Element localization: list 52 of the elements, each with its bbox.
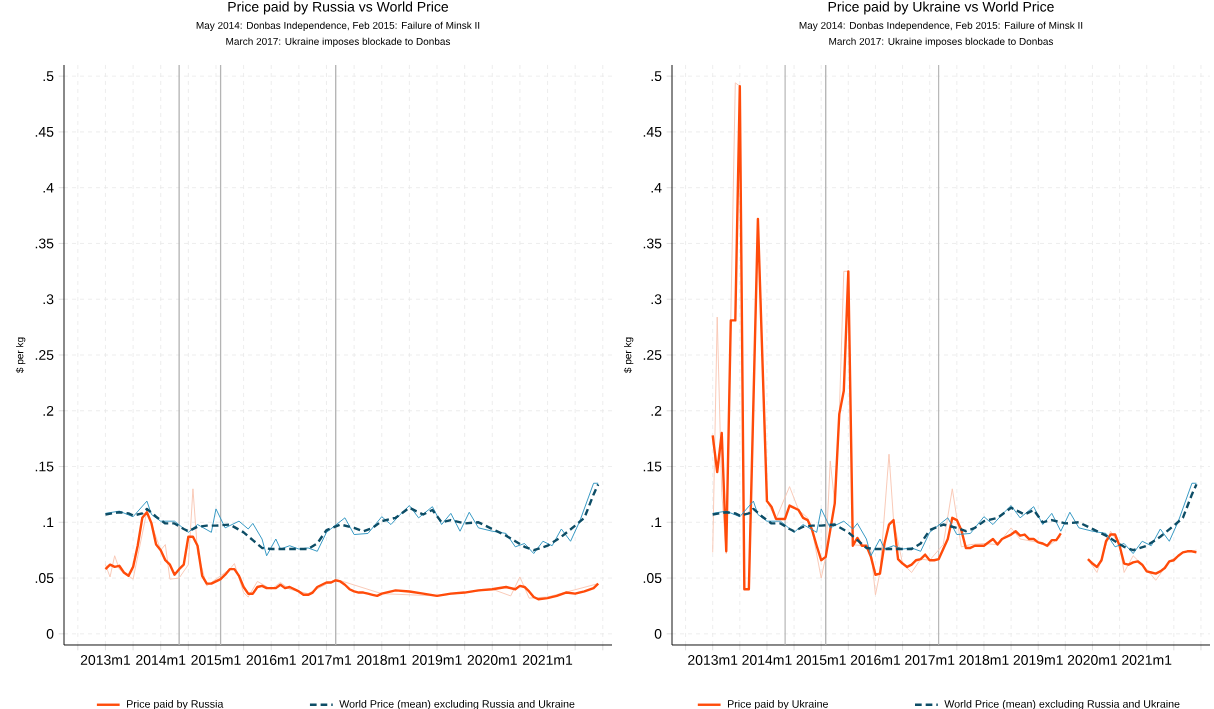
x-tick-label: 2016m1 [246,655,296,665]
y-tick-label: .35 [35,238,54,249]
text: March 2017: Ukraine imposes blockade to Donbas [226,37,451,47]
y-tick-label: .45 [35,127,54,137]
y-tick-label: .15 [643,461,662,472]
x-tick-label: 2014m1 [742,655,792,665]
x-tick-label: 2020m1 [1067,655,1118,665]
legend-label: World Price (mean) excluding Russia and Ukraine [944,699,1180,709]
chart-subtitle: May 2014: Donbas Independence, Feb 2015: Failure of Minsk II [799,21,1083,31]
x-tick-label: 2021m1 [1122,655,1172,665]
x-tick-label: 2013m1 [80,655,131,665]
x-tick-label: 2019m1 [1013,655,1063,665]
y-axis-title: $ per kg [623,337,634,373]
y-tick-label: .4 [651,182,662,193]
x-tick-label: 2015m1 [191,655,241,665]
y-tick-label: .4 [43,182,54,193]
y-tick-label: .2 [651,405,662,416]
y-tick-label: .3 [651,294,662,305]
y-tick-label: .1 [43,517,54,528]
y-tick-label: .3 [43,294,54,305]
legend-label: Price paid by Russia [127,699,224,709]
y-tick-label: .15 [35,461,54,472]
y-axis-title: $ per kg [15,337,26,373]
x-tick-label: 2018m1 [959,655,1009,665]
x-tick-label: 2020m1 [467,655,517,665]
x-tick-label: 2013m1 [688,655,738,665]
y-tick-label: .05 [643,573,662,584]
legend-label: Price paid by Ukraine [727,699,828,709]
x-tick-label: 2015m1 [796,655,846,665]
x-tick-label: 2016m1 [850,655,901,665]
x-tick-label: 2017m1 [301,655,352,665]
y-tick-label: .45 [643,127,662,137]
y-tick-label: .2 [43,405,54,416]
x-tick-label: 2017m1 [905,655,955,665]
x-tick-label: 2021m1 [522,655,573,665]
y-tick-label: .1 [651,517,662,528]
chart-title: Price paid by Russia vs World Price [228,1,449,15]
chart-subtitle: May 2014: Donbas Independence, Feb 2015: Failure of Minsk II [196,21,480,31]
x-tick-label: 2019m1 [412,655,462,665]
y-tick-label: .05 [35,573,54,584]
y-tick-label: .25 [35,350,54,360]
y-tick-label: .35 [643,238,662,249]
y-tick-label: .25 [643,350,662,360]
y-tick-label: 0 [46,628,54,639]
y-tick-label: 0 [654,628,662,639]
y-tick-label: .5 [651,71,662,82]
x-tick-label: 2014m1 [136,655,186,665]
y-tick-label: .5 [43,71,54,82]
chart-title: Price paid by Ukraine vs World Price [828,1,1054,15]
legend-label: World Price (mean) excluding Russia and Ukraine [339,699,575,709]
x-tick-label: 2018m1 [357,655,407,665]
text: March 2017: Ukraine imposes blockade to Donbas [829,37,1054,47]
